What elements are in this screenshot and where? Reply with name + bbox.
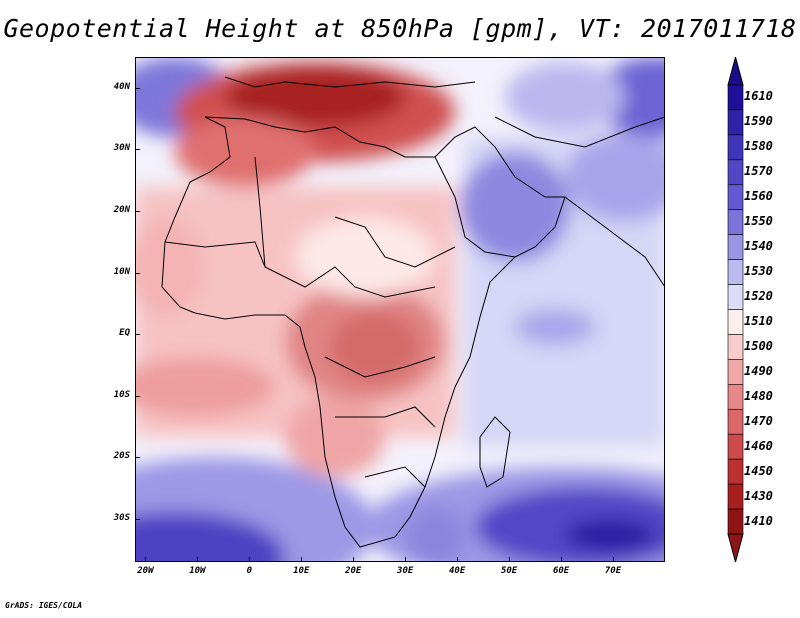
lat-label: 10S xyxy=(113,389,130,400)
coastlines xyxy=(161,76,665,548)
grads-credit: GrADS: IGES/COLA xyxy=(5,601,83,610)
colorbar-label: 1410 xyxy=(744,514,773,528)
lon-tick xyxy=(509,557,510,562)
colorbar-swatch xyxy=(727,508,744,535)
lon-label: 40E xyxy=(449,566,466,576)
lon-label: 30E xyxy=(397,566,414,576)
lat-tick xyxy=(135,211,140,212)
colorbar-swatch xyxy=(727,159,744,186)
lon-tick xyxy=(249,557,250,562)
colorbar-label: 1510 xyxy=(744,314,773,328)
lon-label: 60E xyxy=(552,566,570,576)
colorbar-label: 1610 xyxy=(744,89,773,103)
colorbar-label: 1570 xyxy=(744,164,773,178)
colorbar-label: 1470 xyxy=(744,414,773,428)
colorbar-swatch xyxy=(727,359,744,385)
lon-tick xyxy=(353,557,354,562)
lon-tick xyxy=(457,557,458,562)
lat-label: 20N xyxy=(113,204,130,215)
colorbar-swatch xyxy=(727,209,744,235)
colorbar-swatch xyxy=(727,433,744,460)
lat-label: 40N xyxy=(113,81,130,92)
lon-tick xyxy=(561,557,562,562)
lat-tick xyxy=(135,334,140,335)
colorbar-swatch xyxy=(727,84,744,111)
colorbar-label: 1500 xyxy=(744,339,773,353)
lon-label: 0 xyxy=(246,566,253,576)
colorbar-label: 1480 xyxy=(744,389,773,403)
height-field-shading xyxy=(135,57,665,562)
map-plot-area xyxy=(135,57,665,562)
colorbar-swatch xyxy=(727,109,744,136)
colorbar-swatch xyxy=(727,284,744,310)
colorbar-swatch xyxy=(727,234,744,260)
lat-tick xyxy=(135,149,140,150)
lon-label: 50E xyxy=(500,566,518,576)
lon-label: 10E xyxy=(293,566,310,576)
colorbar-label: 1460 xyxy=(744,439,773,453)
colorbar-swatch xyxy=(727,184,744,211)
lat-label: 20S xyxy=(113,451,130,462)
lat-label: 10N xyxy=(113,266,130,277)
colorbar-label: 1550 xyxy=(744,214,773,228)
lat-tick xyxy=(135,396,140,397)
lon-label: 20W xyxy=(137,566,154,576)
colorbar-label: 1430 xyxy=(744,489,773,503)
colorbar-label: 1490 xyxy=(744,364,773,378)
lon-tick xyxy=(145,557,146,562)
colorbar-label: 1450 xyxy=(744,464,773,478)
lat-tick xyxy=(135,519,140,520)
lon-tick xyxy=(197,557,198,562)
colorbar-label: 1580 xyxy=(744,139,773,153)
lon-label: 70E xyxy=(604,566,622,576)
lat-label: 30N xyxy=(113,143,130,154)
colorbar-swatch xyxy=(727,458,744,485)
lon-label: 10W xyxy=(189,566,206,576)
lon-tick xyxy=(405,557,406,562)
colorbar-swatch xyxy=(727,334,744,360)
lat-tick xyxy=(135,457,140,458)
lon-tick xyxy=(613,557,614,562)
colorbar-top-arrow xyxy=(727,57,744,86)
colorbar-swatch xyxy=(727,259,744,285)
lat-label: EQ xyxy=(119,328,130,339)
colorbar-swatch xyxy=(727,408,744,435)
colorbar-label: 1530 xyxy=(744,264,773,278)
colorbar-swatch xyxy=(727,309,744,335)
lat-label: 30S xyxy=(113,512,130,523)
lat-tick xyxy=(135,273,140,274)
colorbar-label: 1520 xyxy=(744,289,773,303)
colorbar-swatch xyxy=(727,483,744,510)
colorbar-label: 1560 xyxy=(744,189,773,203)
lon-tick xyxy=(301,557,302,562)
field-map xyxy=(135,57,665,562)
colorbar-bottom-arrow xyxy=(727,533,744,562)
colorbar-label: 1590 xyxy=(744,114,773,128)
chart-title: Geopotential Height at 850hPa [gpm], VT:… xyxy=(3,14,797,43)
colorbar-swatch xyxy=(727,134,744,161)
lat-tick xyxy=(135,88,140,89)
colorbar-label: 1540 xyxy=(744,239,773,253)
colorbar xyxy=(727,57,744,562)
lon-label: 20E xyxy=(345,566,362,576)
colorbar-swatch xyxy=(727,384,744,410)
